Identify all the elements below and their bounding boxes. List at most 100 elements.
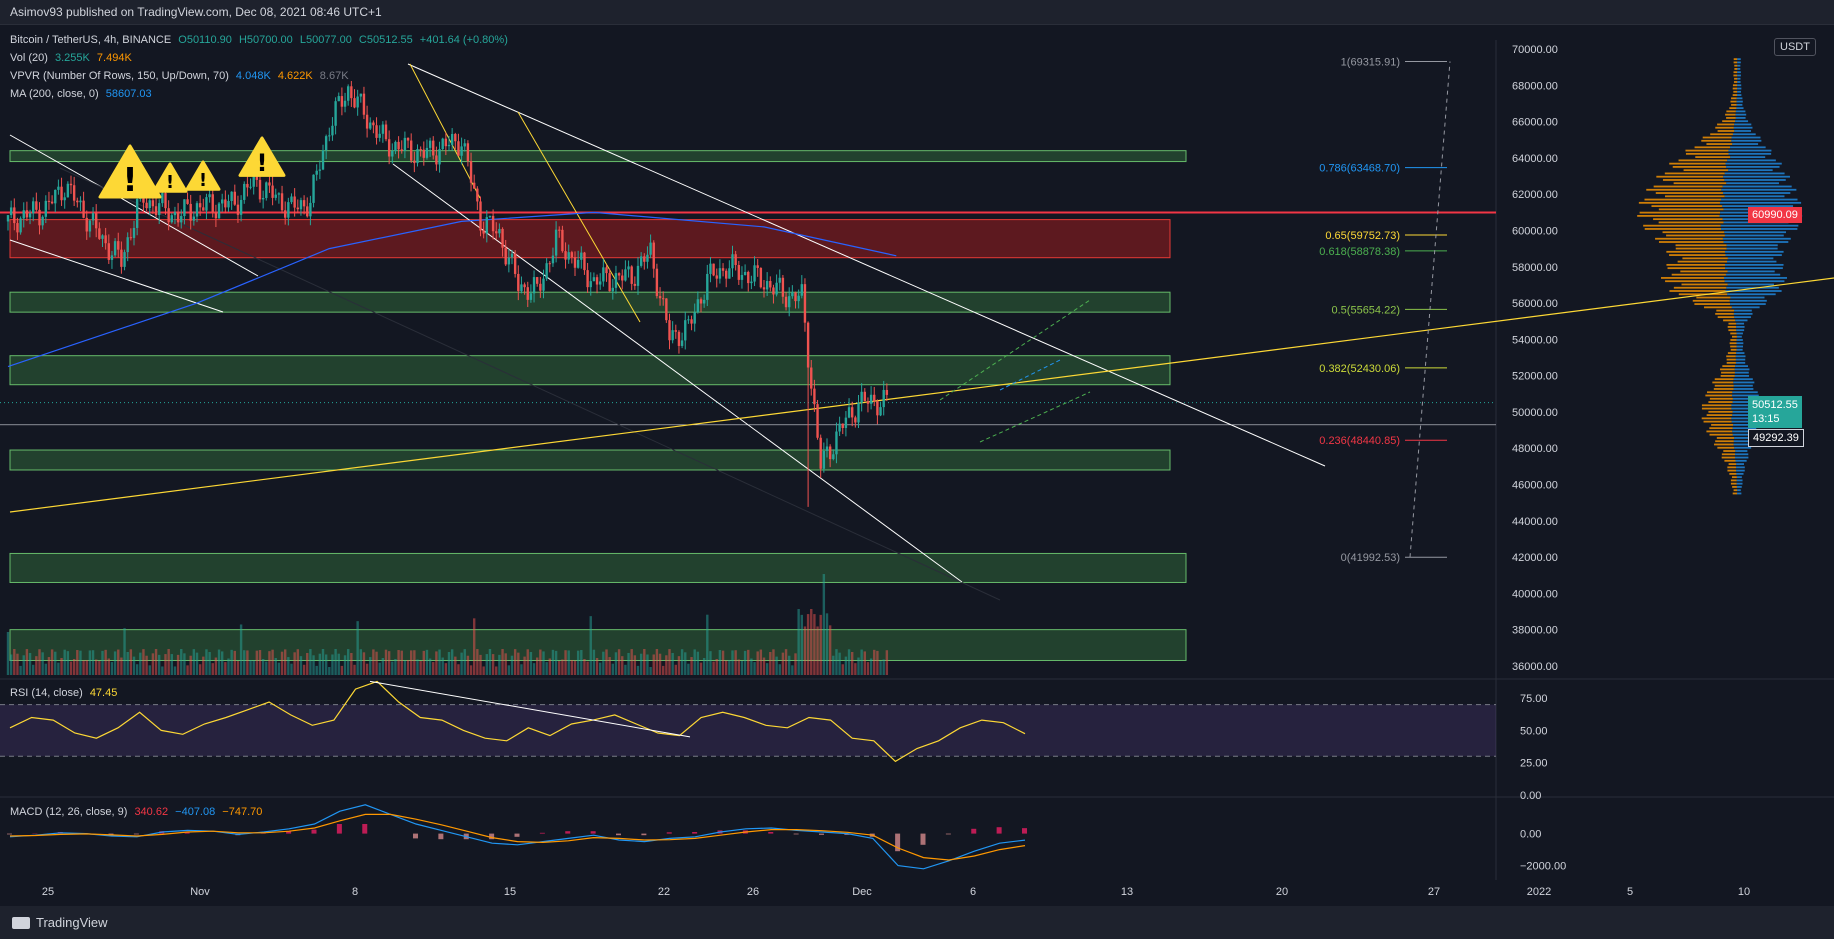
time-tick-label: 6 xyxy=(970,886,976,898)
volume-bar xyxy=(180,649,183,675)
vpvr-bar-down xyxy=(1727,270,1775,273)
vpvr-bar-down xyxy=(1737,58,1741,61)
candle-body xyxy=(652,242,655,269)
candle-body xyxy=(154,206,158,215)
volume-bar xyxy=(466,655,470,675)
vpvr-bar-down xyxy=(1731,420,1760,423)
volume-bar xyxy=(76,650,79,675)
vpvr-bar-down xyxy=(1728,152,1772,155)
volume-bar xyxy=(79,650,82,675)
candle-body xyxy=(476,188,479,202)
vpvr-bar-up xyxy=(1734,64,1738,67)
vpvr-bar-up xyxy=(1706,430,1733,433)
volume-bar xyxy=(539,649,542,675)
volume-bar xyxy=(718,650,722,675)
vpvr-bar-up xyxy=(1717,123,1735,126)
candle-body xyxy=(655,268,659,297)
volume-bar xyxy=(454,656,457,675)
candle-body xyxy=(825,446,829,451)
volume-bar xyxy=(784,649,788,675)
vpvr-bar-down xyxy=(1730,156,1766,159)
candle-body xyxy=(513,253,517,274)
volume-bar xyxy=(28,652,32,675)
candle-body xyxy=(633,283,637,286)
vpvr-bar-down xyxy=(1733,384,1753,387)
macd-signal-value: −747.70 xyxy=(222,806,263,818)
volume-bar xyxy=(221,651,224,675)
vpvr-bar-up xyxy=(1646,188,1722,191)
candle-body xyxy=(170,215,173,223)
candle-body xyxy=(743,271,747,275)
candle-body xyxy=(671,330,674,341)
vpvr-bar-up xyxy=(1705,394,1733,397)
candle-body xyxy=(769,280,772,288)
vpvr-bar-up xyxy=(1680,270,1728,273)
candle-body xyxy=(195,203,199,217)
vpvr-bar-up xyxy=(1727,326,1737,328)
currency-button[interactable]: USDT xyxy=(1774,38,1816,56)
vpvr-bar-down xyxy=(1721,188,1797,191)
vpvr-bar-down xyxy=(1735,117,1746,119)
rsi-tick-label: 0.00 xyxy=(1520,790,1541,802)
candle-body xyxy=(479,201,482,231)
vpvr-bar-up xyxy=(1722,365,1736,368)
vpvr-bar-up xyxy=(1715,126,1734,129)
candle-body xyxy=(76,200,79,203)
volume-bar xyxy=(671,652,674,675)
volume-bar xyxy=(482,666,485,675)
vpvr-bar-up xyxy=(1706,391,1733,394)
tradingview-logo: TradingView xyxy=(12,915,108,930)
volume-bar xyxy=(583,658,586,675)
vpvr-bar-up xyxy=(1720,375,1735,377)
vol-label: Vol (20) xyxy=(10,52,48,64)
volume-bar xyxy=(189,655,192,675)
volume-bar xyxy=(444,663,448,675)
candle-body xyxy=(819,437,822,469)
volume-bar xyxy=(441,657,444,675)
candle-body xyxy=(359,93,362,97)
volume-bar xyxy=(104,649,107,675)
vpvr-bar-up xyxy=(1714,443,1734,446)
price-tick-label: 46000.00 xyxy=(1512,480,1558,492)
volume-bar xyxy=(164,654,167,675)
candle-body xyxy=(608,273,611,292)
volume-bar xyxy=(857,657,860,675)
volume-bar xyxy=(743,650,747,675)
macd-signal-line xyxy=(9,813,1026,861)
candle-body xyxy=(857,402,860,423)
candle-body xyxy=(381,124,385,134)
vpvr-value-2: 4.622K xyxy=(277,70,313,82)
volume-bar xyxy=(91,650,95,675)
candle-body xyxy=(403,137,407,151)
price-tick-label: 62000.00 xyxy=(1512,189,1558,201)
macd-histogram-bar xyxy=(819,833,824,835)
candle-body xyxy=(668,320,671,341)
volume-bar xyxy=(277,662,281,675)
fib-level-label: 0.236(48440.85) xyxy=(1319,435,1400,447)
candle-body xyxy=(227,200,230,208)
candle-body xyxy=(176,212,180,223)
candle-body xyxy=(580,252,583,260)
time-tick-label: 13 xyxy=(1121,886,1133,898)
candle-body xyxy=(60,186,63,201)
candle-body xyxy=(265,182,268,198)
candle-body xyxy=(309,202,312,217)
volume-bar xyxy=(504,653,507,675)
volume-bar xyxy=(611,663,614,675)
candle-body xyxy=(696,299,700,313)
macd-label: MACD (12, 26, close, 9) xyxy=(10,806,128,818)
vpvr-bar-down xyxy=(1737,81,1741,83)
vpvr-bar-up xyxy=(1720,368,1735,371)
vpvr-bar-down xyxy=(1734,371,1749,374)
candle-body xyxy=(495,231,498,234)
volume-bar xyxy=(340,665,344,675)
macd-legend: MACD (12, 26, close, 9) 340.62 −407.08 −… xyxy=(10,806,262,818)
warning-icon xyxy=(98,144,162,199)
candle-body xyxy=(413,160,416,164)
volume-bar xyxy=(554,650,558,675)
chart-canvas[interactable]: 1(69315.91) 0.786(63468.70) 0.65(59752.73)… xyxy=(0,24,1834,906)
candle-body xyxy=(432,140,435,156)
vpvr-bar-up xyxy=(1711,423,1734,426)
macd-histogram-bar xyxy=(590,831,596,834)
vpvr-bar-down xyxy=(1736,486,1742,488)
